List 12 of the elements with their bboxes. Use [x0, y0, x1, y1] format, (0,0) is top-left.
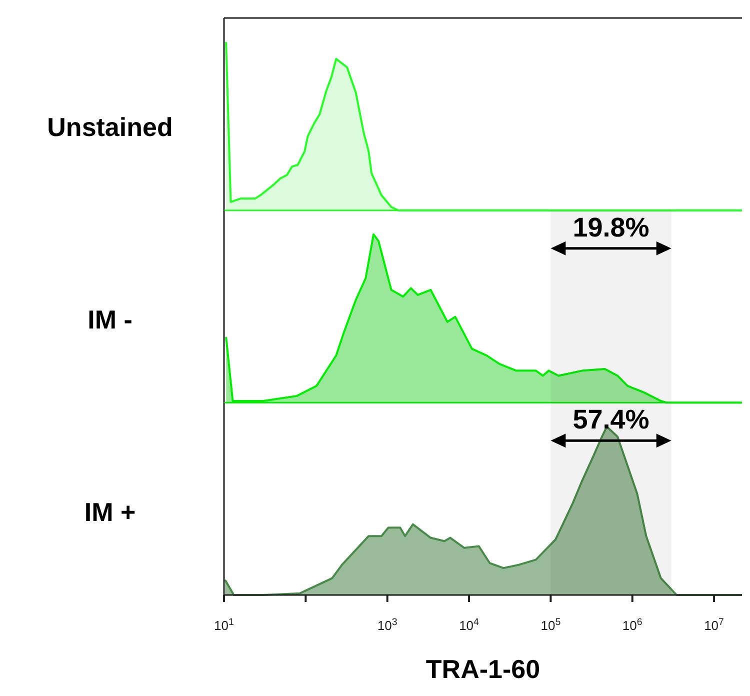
y-axis-title: IM -	[88, 304, 132, 334]
x-axis-title: TRA-1-60	[426, 654, 540, 684]
x-tick-label: 10$^{3}$	[377, 616, 398, 633]
y-axis-title: IM +	[84, 496, 136, 527]
x-tick-label: 10$^{4}$	[459, 616, 480, 633]
x-tick-label: 10$^{5}$	[540, 616, 562, 633]
band-label: 19.8%	[572, 212, 650, 242]
x-tick-label: 10$^{6}$	[622, 616, 642, 633]
x-tick-label: 10$^{1}$	[214, 616, 234, 633]
band-label: 57.4%	[572, 404, 650, 435]
x-tick-label: 10$^{7}$	[704, 616, 724, 633]
y-axis-title: Unstained	[47, 112, 173, 142]
